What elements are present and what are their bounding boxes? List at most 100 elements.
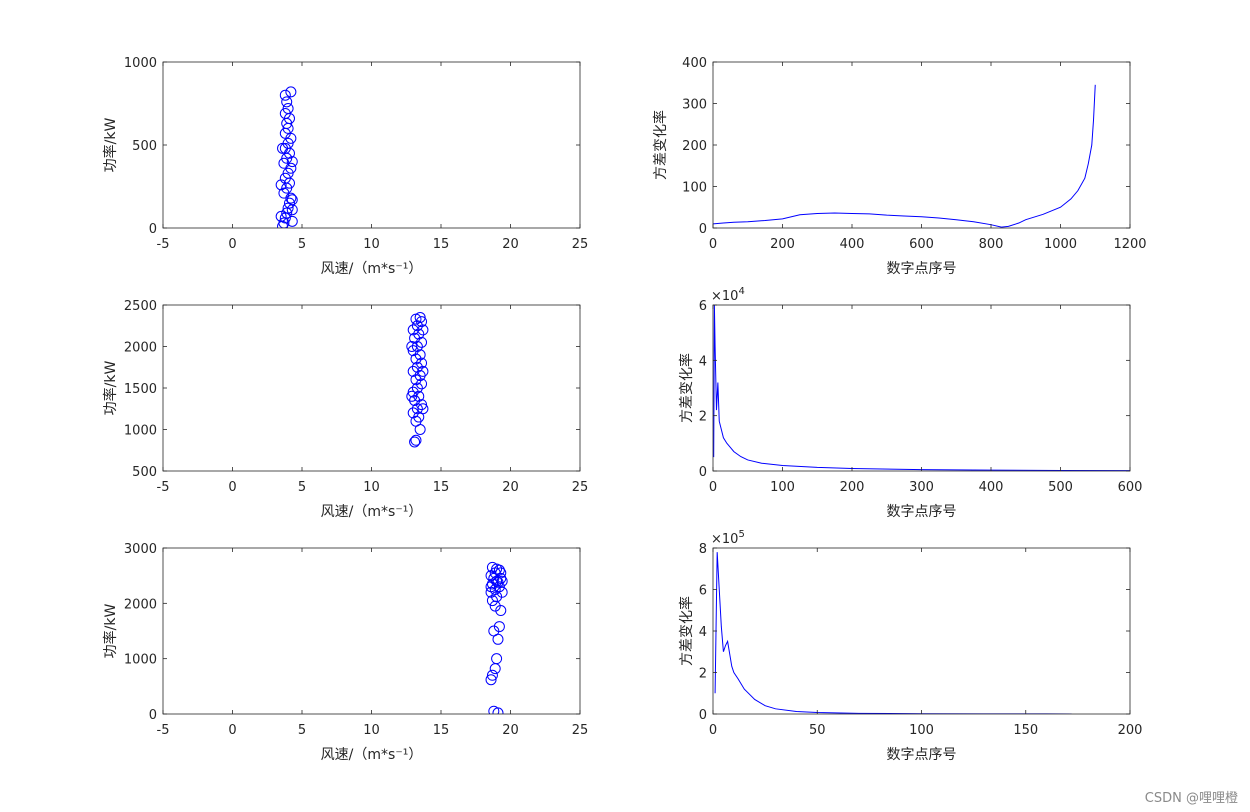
data-marks (485, 561, 508, 714)
y-tick-label: 4 (699, 625, 707, 640)
x-tick-label: 15 (433, 480, 450, 495)
x-tick-label: 600 (909, 237, 934, 252)
x-tick-label: 5 (298, 723, 306, 738)
scatter-point (488, 572, 500, 584)
data-marks (406, 311, 429, 448)
y-tick-label: 0 (699, 222, 707, 237)
scatter-point (416, 378, 428, 390)
y-tick-label: 6 (699, 584, 707, 599)
x-tick-label: 10 (363, 723, 380, 738)
scatter-point (409, 436, 421, 448)
y-tick-label: 1000 (124, 653, 157, 668)
subplot-3: -5 0 5 10 15 20 25 500 1000 1500 2000 2500 风速/（m*s⁻¹… (102, 299, 588, 520)
x-tick-label: 20 (502, 480, 519, 495)
x-tick-label: 600 (1118, 480, 1143, 495)
scatter-point (486, 595, 498, 607)
y-exponent-power: 5 (738, 529, 744, 540)
scatter-point (413, 328, 425, 340)
y-tick-label: 400 (682, 56, 707, 71)
y-tick-label: 1000 (124, 56, 157, 71)
y-tick-label: 500 (132, 139, 157, 154)
y-axis-label: 功率/kW (102, 118, 119, 173)
scatter-point (406, 390, 418, 402)
scatter-point (411, 320, 423, 332)
y-tick-label: 6 (699, 299, 707, 314)
scatter-point (496, 575, 508, 587)
y-tick-label: 3000 (124, 542, 157, 557)
scatter-point (278, 217, 290, 228)
x-tick-label: 25 (572, 723, 589, 738)
x-tick-label: 50 (809, 723, 826, 738)
x-tick-label: 400 (979, 480, 1004, 495)
x-tick-label: 100 (770, 480, 795, 495)
subplot-2: 0 200 400 600 800 1000 1200 0 100 200 300 400 数字点序号 方… (652, 56, 1147, 277)
x-tick-label: 0 (709, 723, 717, 738)
y-tick-label: 300 (682, 98, 707, 113)
x-axis-label: 数字点序号 (887, 747, 957, 763)
x-tick-label: 25 (572, 480, 589, 495)
data-marks (275, 86, 298, 228)
x-tick-label: 15 (433, 723, 450, 738)
y-tick-label: 200 (682, 139, 707, 154)
scatter-point (275, 210, 287, 222)
x-tick-label: 20 (502, 237, 519, 252)
y-tick-label: 500 (132, 465, 157, 480)
scatter-point (493, 621, 505, 633)
y-tick-label: 2 (699, 667, 707, 682)
scatter-point (492, 707, 504, 714)
y-tick-label: 8 (699, 542, 707, 557)
scatter-point (286, 204, 298, 216)
x-tick-label: 800 (979, 237, 1004, 252)
scatter-point (493, 581, 505, 593)
data-marks (714, 552, 1072, 714)
x-tick-label: 0 (709, 237, 717, 252)
scatter-point (282, 102, 294, 114)
x-tick-label: 200 (1118, 723, 1143, 738)
x-tick-label: 200 (840, 480, 865, 495)
y-tick-label: 0 (699, 708, 707, 723)
x-tick-label: 10 (363, 237, 380, 252)
data-marks (713, 305, 1130, 471)
axes-box (162, 547, 581, 715)
axes-box (712, 547, 1131, 715)
scatter-point (279, 89, 291, 101)
y-axis-label: 功率/kW (102, 361, 119, 416)
scatter-point (275, 179, 287, 191)
scatter-point (285, 86, 297, 98)
scatter-point (407, 386, 419, 398)
scatter-point (495, 605, 507, 617)
scatter-point (489, 663, 501, 675)
scatter-point (413, 390, 425, 402)
scatter-point (407, 345, 419, 357)
scatter-point (417, 403, 429, 415)
x-tick-label: -5 (157, 480, 170, 495)
y-tick-label: 2000 (124, 597, 157, 612)
x-tick-label: 200 (770, 237, 795, 252)
scatter-point (485, 581, 497, 593)
scatter-point (286, 215, 298, 227)
scatter-point (414, 311, 426, 323)
scatter-point (411, 341, 423, 352)
y-exponent-base: ×10 (711, 532, 738, 547)
series-line (713, 84, 1096, 228)
y-exponent-base: ×10 (711, 289, 738, 304)
y-tick-label: 100 (682, 181, 707, 196)
y-tick-label: 4 (699, 354, 707, 369)
x-axis-label: 风速/（m*s⁻¹） (321, 261, 423, 277)
x-axis-label: 数字点序号 (887, 504, 957, 520)
watermark: CSDN @哩哩橙 (1144, 791, 1238, 806)
scatter-point (417, 365, 429, 377)
scatter-point (496, 586, 508, 598)
scatter-point (410, 374, 422, 386)
x-axis-label: 风速/（m*s⁻¹） (321, 504, 423, 520)
scatter-point (281, 96, 293, 108)
x-tick-label: 0 (228, 237, 236, 252)
scatter-point (281, 207, 293, 219)
axes-box (712, 61, 1131, 229)
scatter-point (488, 705, 500, 714)
axes-box (162, 61, 581, 229)
x-tick-label: 0 (709, 480, 717, 495)
x-tick-label: 150 (1013, 723, 1038, 738)
